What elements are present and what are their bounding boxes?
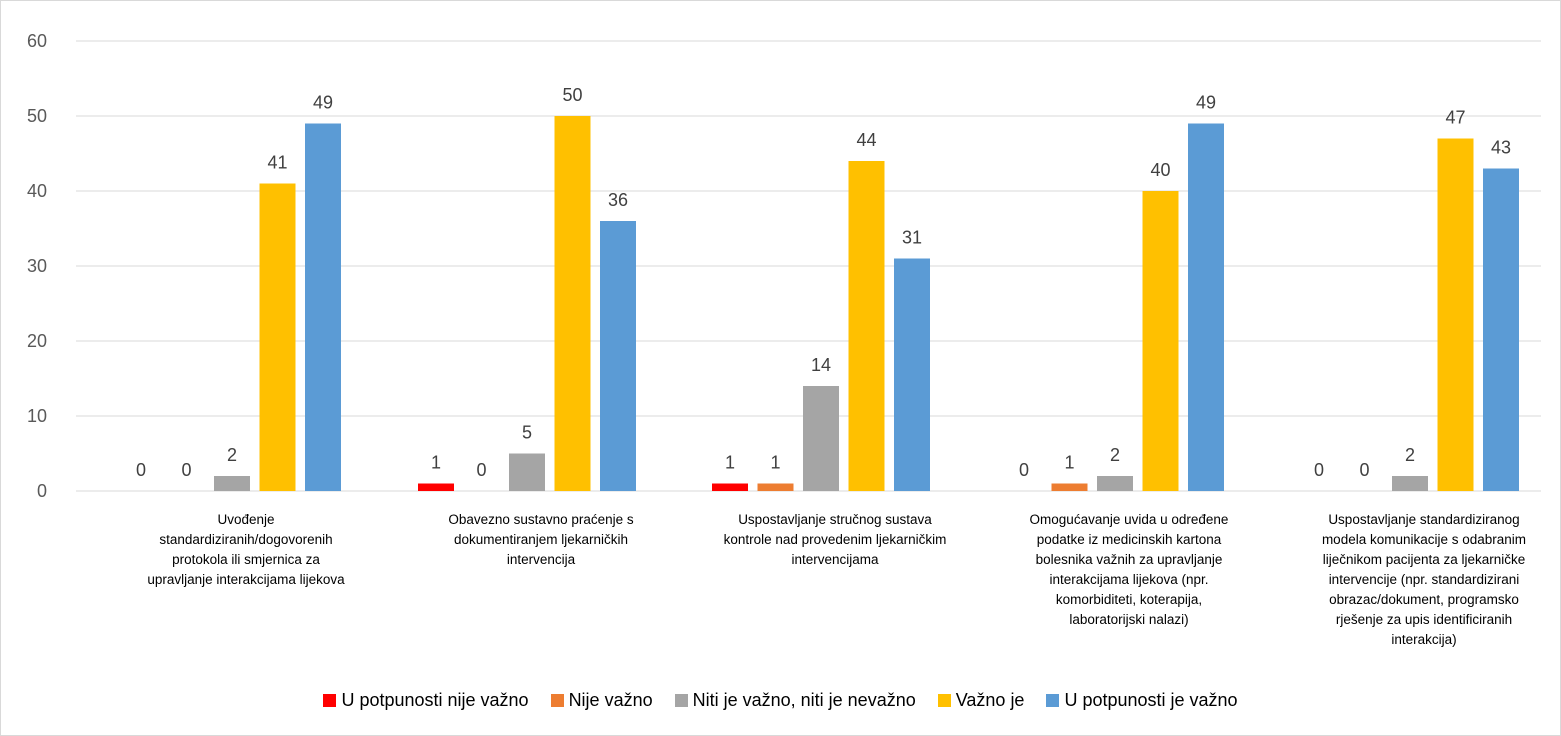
data-label: 2: [1110, 445, 1120, 465]
category-label: Uvođenje: [217, 512, 274, 527]
data-label: 0: [1314, 460, 1324, 480]
category-label: komorbiditeti, koterapija,: [1056, 592, 1202, 607]
bar: [600, 221, 636, 491]
category-label: liječnikom pacijenta za ljekarničke: [1323, 552, 1526, 567]
data-label: 1: [1064, 453, 1074, 473]
category-label: interakcijama lijekova (npr.: [1049, 572, 1208, 587]
legend-swatch: [674, 694, 688, 707]
legend-label: Nije važno: [568, 690, 653, 710]
category-labels: Uvođenje standardiziranih/dogovorenih prot…: [147, 512, 1526, 647]
y-tick-label: 50: [27, 106, 47, 126]
legend: U potpunosti nije važno Nije važno Niti je…: [1, 690, 1560, 711]
category-label: Uspostavljanje stručnog sustava: [738, 512, 932, 527]
bar: [1437, 138, 1474, 491]
legend-swatch: [323, 694, 337, 707]
data-label: 40: [1150, 160, 1170, 180]
data-label: 47: [1445, 108, 1465, 128]
category-label: dokumentiranjem ljekarničkih: [454, 532, 628, 547]
bar: [757, 483, 794, 491]
legend-label: U potpunosti nije važno: [341, 690, 529, 710]
data-label: 0: [181, 460, 191, 480]
legend-label: Niti je važno, niti je nevažno: [692, 690, 916, 710]
legend-item: Važno je: [937, 690, 1025, 711]
y-tick-label: 60: [27, 31, 47, 51]
legend-swatch: [550, 694, 564, 707]
category-label: Obavezno sustavno praćenje s: [448, 512, 634, 527]
category-label: intervencije (npr. standardizirani: [1329, 572, 1520, 587]
bar: [418, 483, 454, 491]
data-label: 49: [313, 93, 333, 113]
legend-item: Nije važno: [550, 690, 653, 711]
bar: [1392, 476, 1428, 491]
data-label: 0: [1019, 460, 1029, 480]
data-label: 14: [811, 355, 831, 375]
category-label: bolesnika važnih za upravljanje: [1036, 552, 1223, 567]
category-label: standardiziranih/dogovorenih: [159, 532, 332, 547]
data-label: 5: [522, 423, 532, 443]
data-label: 2: [227, 445, 237, 465]
bar: [894, 258, 930, 491]
y-tick-label: 10: [27, 406, 47, 426]
bar: [1051, 483, 1088, 491]
data-label: 31: [902, 228, 922, 248]
data-label: 1: [725, 453, 735, 473]
bar: [1142, 191, 1179, 491]
category-label: laboratorijski nalazi): [1069, 612, 1188, 627]
legend-item: Niti je važno, niti je nevažno: [674, 690, 916, 711]
legend-item: U potpunosti nije važno: [323, 690, 529, 711]
category-label: upravljanje interakcijama lijekova: [147, 572, 345, 587]
bar: [1483, 168, 1519, 491]
y-tick-label: 20: [27, 331, 47, 351]
category-label: kontrole nad provedenim ljekarničkim: [724, 532, 947, 547]
data-label: 0: [476, 460, 486, 480]
data-label: 50: [562, 85, 582, 105]
category-label: protokola ili smjernica za: [172, 552, 320, 567]
category-label: intervencija: [507, 552, 576, 567]
bar: [214, 476, 250, 491]
data-label: 1: [770, 453, 780, 473]
data-label: 36: [608, 190, 628, 210]
data-label: 1: [431, 453, 441, 473]
category-label: Uspostavljanje standardiziranog: [1328, 512, 1519, 527]
bar: [712, 483, 748, 491]
bar: [848, 161, 885, 491]
legend-label: Važno je: [955, 690, 1025, 710]
y-tick-label: 0: [37, 481, 47, 501]
data-label: 49: [1196, 93, 1216, 113]
y-axis-ticks: 0 10 20 30 40 50 60: [27, 31, 47, 501]
data-label: 44: [856, 130, 876, 150]
y-tick-label: 40: [27, 181, 47, 201]
category-label: modela komunikacije s odabranim: [1322, 532, 1526, 547]
bar: [554, 116, 591, 491]
category-label: rješenje za upis identificiranih: [1336, 612, 1512, 627]
bar: [305, 123, 341, 491]
data-label: 2: [1405, 445, 1415, 465]
bar: [1188, 123, 1224, 491]
category-label: Omogućavanje uvida u određene: [1030, 512, 1229, 527]
bar: [259, 183, 296, 491]
category-label: intervencijama: [791, 552, 879, 567]
bar: [803, 386, 839, 491]
bar: [509, 453, 545, 491]
legend-item: U potpunosti je važno: [1046, 690, 1238, 711]
legend-swatch: [1046, 694, 1060, 707]
data-label: 0: [136, 460, 146, 480]
legend-label: U potpunosti je važno: [1064, 690, 1238, 710]
data-label: 43: [1491, 138, 1511, 158]
legend-swatch: [937, 694, 951, 707]
category-label: interakcija): [1391, 632, 1456, 647]
bars: [214, 116, 1519, 491]
data-labels: 0 1 1 0 0 0 0 1 1 0 2 5 14 2 2 41 50 44 40 47 49 36 31 49 43: [136, 85, 1511, 480]
category-label: podatke iz medicinskih kartona: [1037, 532, 1222, 547]
y-tick-label: 30: [27, 256, 47, 276]
category-label: obrazac/dokument, programsko: [1329, 592, 1519, 607]
data-label: 0: [1359, 460, 1369, 480]
bar: [1097, 476, 1133, 491]
data-label: 41: [267, 153, 287, 173]
